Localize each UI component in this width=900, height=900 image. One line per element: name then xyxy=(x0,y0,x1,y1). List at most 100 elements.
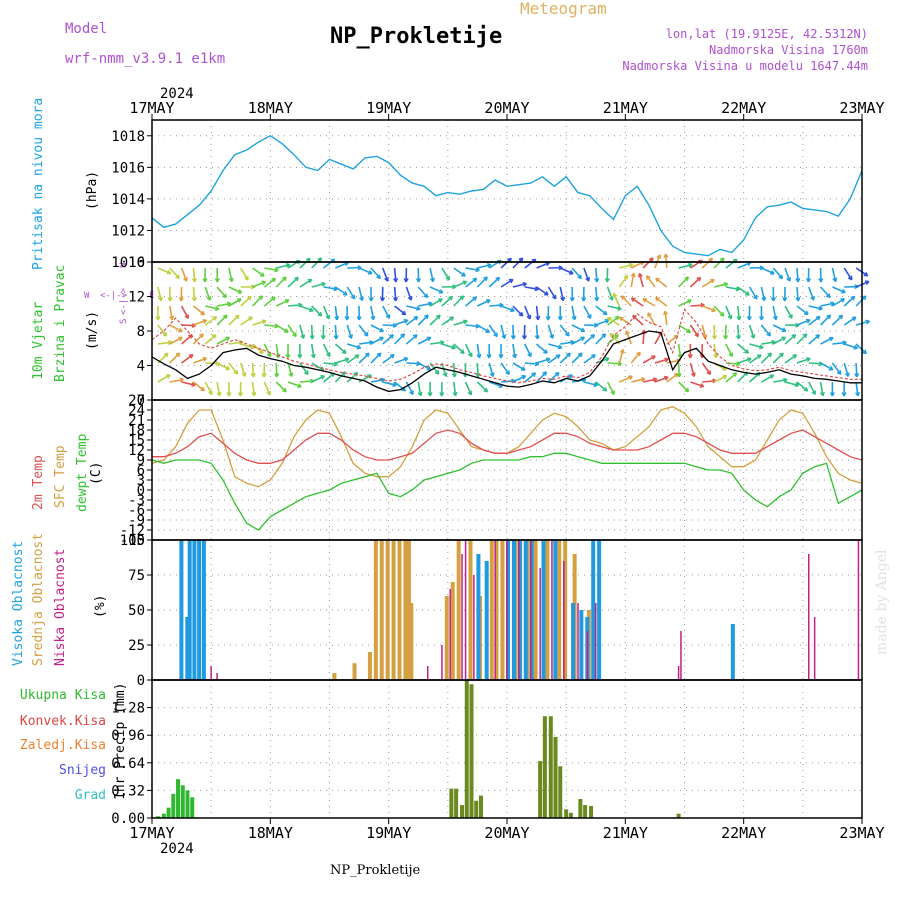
wind-arrow-head xyxy=(531,372,537,377)
wind-arrow-head xyxy=(711,335,717,340)
wind-arrow xyxy=(476,276,488,288)
wind-arrow xyxy=(642,355,656,364)
wind-arrow-head xyxy=(568,374,574,379)
wind-arrow-head xyxy=(850,295,856,301)
wind-arrow xyxy=(228,314,240,326)
wind-arrow xyxy=(181,334,193,345)
wind-arrow xyxy=(702,379,717,383)
wind-arrow xyxy=(831,362,842,375)
wind-arrow-head xyxy=(202,356,208,362)
wind-arrow xyxy=(559,286,565,301)
wind-arrow xyxy=(642,378,657,383)
wind-arrow-head xyxy=(828,366,834,371)
wind-arrow xyxy=(382,381,397,387)
wind-arrow-head xyxy=(746,316,752,321)
wind-arrow xyxy=(358,267,373,275)
wind-arrow xyxy=(228,341,243,345)
wind-arrow xyxy=(630,351,641,364)
wind-arrow xyxy=(678,299,692,307)
wind-arrow xyxy=(382,354,395,364)
wind-arrow xyxy=(761,374,775,383)
wind-arrow-head xyxy=(699,383,705,388)
precip-bar xyxy=(474,800,479,818)
wind-arrow xyxy=(642,298,656,307)
wind-arrow-head xyxy=(778,274,784,280)
wind-arrow xyxy=(772,336,786,345)
wind-arrow xyxy=(216,314,228,326)
wind-arrow xyxy=(583,381,598,387)
compass-w-label: W xyxy=(84,291,90,301)
wind-arrow xyxy=(689,362,696,377)
mid-cloud-bar xyxy=(379,540,384,680)
precip-bar xyxy=(478,795,483,818)
wind-arrow xyxy=(760,286,766,301)
wind-arrow xyxy=(192,305,205,316)
wind-arrow-head xyxy=(274,373,280,378)
wind-arrow-head xyxy=(356,316,362,321)
wind-arrow xyxy=(512,362,526,371)
wind-arrow xyxy=(477,263,492,269)
wind-arrow xyxy=(346,286,356,300)
mid-cloud-bar xyxy=(557,540,562,680)
wind-arrow-head xyxy=(199,333,204,338)
wind-arrow xyxy=(784,381,799,387)
y-tick-label: 12 xyxy=(128,290,145,306)
wind-arrow xyxy=(168,305,174,320)
wind-arrow-head xyxy=(183,277,188,282)
wind-arrow xyxy=(192,333,204,345)
wind-arrow xyxy=(678,276,689,288)
wind-arrow-head xyxy=(862,349,867,355)
wind-arrow xyxy=(619,316,632,326)
wind-arrow-head xyxy=(379,327,384,333)
wind-arrow xyxy=(216,381,221,396)
bottom-x-tick-label: 17MAY xyxy=(129,824,174,842)
high-cloud-bar xyxy=(730,624,735,680)
wind-arrow xyxy=(216,302,231,307)
wind-arrow xyxy=(761,267,775,275)
wind-arrow xyxy=(192,286,196,302)
low-cloud-bar xyxy=(595,603,597,680)
low-cloud-bar xyxy=(441,645,443,680)
wind-arrow xyxy=(453,267,466,277)
wind-arrow xyxy=(607,316,620,326)
wind-arrow-head xyxy=(617,305,622,311)
wind-arrow xyxy=(524,286,539,291)
wind-arrow-head xyxy=(684,276,690,282)
wind-arrow xyxy=(760,352,772,364)
wind-arrow xyxy=(701,324,707,339)
wind-arrow xyxy=(204,286,211,301)
wind-arrow-head xyxy=(786,277,792,282)
wind-arrow-head xyxy=(719,312,725,317)
wind-arrow-head xyxy=(623,274,629,280)
wind-arrow xyxy=(595,333,607,345)
wind-arrow xyxy=(405,381,414,395)
wind-arrow-head xyxy=(334,315,340,321)
wind-arrow xyxy=(808,286,815,301)
bottom-x-tick-label: 19MAY xyxy=(366,824,411,842)
high-cloud-axis-title: Visoka Oblacnost xyxy=(11,541,26,666)
wind-arrow-head xyxy=(258,295,264,301)
wind-arrow xyxy=(370,378,385,383)
wind-arrow-head xyxy=(770,270,775,275)
wind-arrow-head xyxy=(628,375,633,381)
mid-cloud-bar xyxy=(563,540,568,680)
wind-arrow-head xyxy=(767,352,773,358)
wind-arrow xyxy=(417,362,431,371)
wind-arrow-head xyxy=(238,392,244,397)
wind-arrow-head xyxy=(202,278,208,283)
wind-arrow xyxy=(488,362,494,377)
wind-axis-title-1: 10m Vjetar xyxy=(31,302,46,380)
wind-arrow xyxy=(193,357,207,364)
wind-arrow xyxy=(808,381,816,395)
top-year: 2024 xyxy=(160,86,194,102)
low-cloud-bar xyxy=(680,631,682,680)
wind-arrow xyxy=(713,375,727,383)
wind-arrow xyxy=(796,286,800,302)
wind-arrow-head xyxy=(651,355,656,360)
wind-arrow-head xyxy=(438,289,444,294)
y-tick-label: 100 xyxy=(120,533,145,549)
wind-arrow xyxy=(180,267,188,282)
wind-arrow-head xyxy=(863,271,869,277)
wind-arrow xyxy=(500,362,510,375)
wind-arrow-head xyxy=(645,275,651,280)
